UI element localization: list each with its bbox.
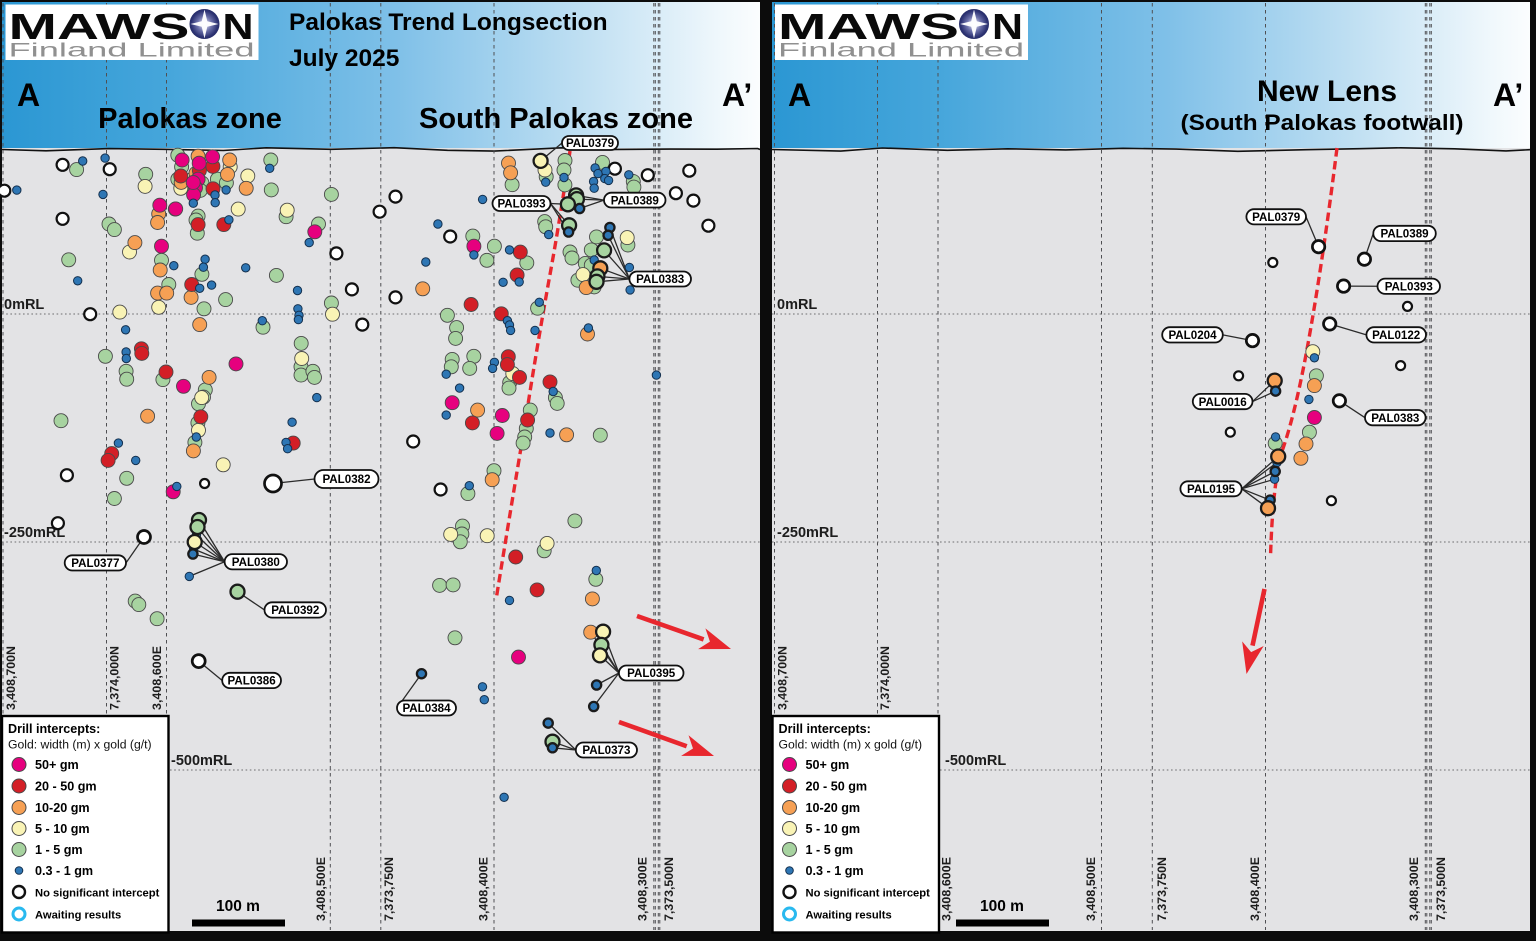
svg-text:10-20 gm: 10-20 gm bbox=[35, 801, 90, 815]
svg-text:PAL0373: PAL0373 bbox=[582, 744, 631, 757]
svg-text:20 - 50 gm: 20 - 50 gm bbox=[35, 780, 97, 794]
svg-text:PAL0377: PAL0377 bbox=[71, 557, 119, 570]
svg-text:100 m: 100 m bbox=[216, 898, 260, 915]
svg-text:No significant intercept: No significant intercept bbox=[806, 888, 931, 900]
svg-text:July 2025: July 2025 bbox=[289, 45, 399, 72]
svg-text:Palokas zone: Palokas zone bbox=[98, 103, 282, 135]
svg-text:0mRL: 0mRL bbox=[777, 297, 817, 313]
svg-text:PAL0380: PAL0380 bbox=[232, 556, 280, 569]
svg-text:PAL0393: PAL0393 bbox=[497, 198, 546, 211]
svg-text:7,374,000N: 7,374,000N bbox=[878, 646, 892, 710]
svg-text:-500mRL: -500mRL bbox=[945, 753, 1006, 769]
svg-text:0.3 - 1 gm: 0.3 - 1 gm bbox=[35, 864, 93, 878]
svg-text:50+ gm: 50+ gm bbox=[806, 758, 850, 772]
svg-text:Drill intercepts:: Drill intercepts: bbox=[779, 722, 871, 736]
svg-text:PAL0204: PAL0204 bbox=[1168, 329, 1217, 342]
svg-text:Awaiting results: Awaiting results bbox=[806, 910, 892, 922]
svg-text:5 - 10 gm: 5 - 10 gm bbox=[806, 822, 861, 836]
svg-text:0.3 - 1 gm: 0.3 - 1 gm bbox=[806, 864, 864, 878]
svg-text:3,408,500E: 3,408,500E bbox=[1084, 857, 1098, 921]
svg-text:South Palokas zone: South Palokas zone bbox=[419, 103, 693, 135]
svg-text:PAL0389: PAL0389 bbox=[611, 194, 660, 207]
svg-text:3,408,400E: 3,408,400E bbox=[1248, 857, 1262, 921]
svg-text:A: A bbox=[17, 77, 40, 113]
svg-text:3,408,300E: 3,408,300E bbox=[1407, 857, 1421, 921]
svg-text:7,373,750N: 7,373,750N bbox=[1155, 857, 1169, 921]
svg-text:PAL0016: PAL0016 bbox=[1199, 396, 1248, 409]
svg-text:PAL0392: PAL0392 bbox=[271, 604, 319, 617]
svg-text:10-20 gm: 10-20 gm bbox=[806, 801, 861, 815]
svg-text:A’: A’ bbox=[722, 77, 752, 113]
svg-text:A’: A’ bbox=[1493, 77, 1523, 113]
svg-text:PAL0386: PAL0386 bbox=[228, 675, 277, 688]
svg-text:7,373,750N: 7,373,750N bbox=[382, 857, 396, 921]
svg-text:Finland Limited: Finland Limited bbox=[778, 41, 1024, 62]
svg-text:3,408,300E: 3,408,300E bbox=[636, 857, 650, 921]
svg-text:Drill intercepts:: Drill intercepts: bbox=[8, 722, 100, 736]
svg-text:PAL0382: PAL0382 bbox=[322, 473, 370, 486]
svg-text:Palokas Trend Longsection: Palokas Trend Longsection bbox=[289, 9, 608, 36]
svg-text:New Lens: New Lens bbox=[1257, 75, 1397, 108]
svg-text:7,373,500N: 7,373,500N bbox=[1434, 857, 1448, 921]
svg-text:PAL0384: PAL0384 bbox=[402, 702, 451, 715]
svg-text:50+ gm: 50+ gm bbox=[35, 758, 79, 772]
svg-text:PAL0383: PAL0383 bbox=[1371, 412, 1420, 425]
svg-text:1 - 5 gm: 1 - 5 gm bbox=[35, 843, 83, 857]
svg-text:7,373,500N: 7,373,500N bbox=[662, 857, 676, 921]
svg-text:Gold: width (m) x gold (g/t): Gold: width (m) x gold (g/t) bbox=[779, 738, 923, 752]
svg-text:0mRL: 0mRL bbox=[4, 297, 44, 313]
svg-text:PAL0379: PAL0379 bbox=[1252, 211, 1301, 224]
svg-text:-250mRL: -250mRL bbox=[777, 525, 838, 541]
svg-text:-500mRL: -500mRL bbox=[171, 753, 232, 769]
svg-text:3,408,600E: 3,408,600E bbox=[940, 857, 954, 921]
svg-text:3,408,500E: 3,408,500E bbox=[314, 857, 328, 921]
svg-text:PAL0195: PAL0195 bbox=[1187, 483, 1236, 496]
svg-text:PAL0122: PAL0122 bbox=[1372, 329, 1420, 342]
svg-text:PAL0393: PAL0393 bbox=[1385, 280, 1434, 293]
svg-text:Finland Limited: Finland Limited bbox=[9, 41, 255, 62]
svg-text:20 - 50 gm: 20 - 50 gm bbox=[806, 780, 868, 794]
svg-text:3,408,600E: 3,408,600E bbox=[150, 646, 164, 710]
svg-text:PAL0379: PAL0379 bbox=[566, 137, 615, 150]
svg-text:5 - 10 gm: 5 - 10 gm bbox=[35, 822, 90, 836]
svg-text:3,408,700N: 3,408,700N bbox=[4, 646, 18, 710]
svg-text:PAL0389: PAL0389 bbox=[1380, 228, 1429, 241]
svg-text:PAL0383: PAL0383 bbox=[636, 273, 685, 286]
svg-text:100 m: 100 m bbox=[980, 898, 1024, 915]
svg-text:Gold: width (m) x gold (g/t): Gold: width (m) x gold (g/t) bbox=[8, 738, 152, 752]
svg-text:(South Palokas footwall): (South Palokas footwall) bbox=[1181, 110, 1464, 135]
svg-text:3,408,700N: 3,408,700N bbox=[776, 646, 790, 710]
svg-text:Awaiting results: Awaiting results bbox=[35, 910, 121, 922]
svg-text:PAL0395: PAL0395 bbox=[627, 667, 676, 680]
svg-text:7,374,000N: 7,374,000N bbox=[108, 646, 122, 710]
svg-text:3,408,400E: 3,408,400E bbox=[477, 857, 491, 921]
svg-text:A: A bbox=[788, 77, 811, 113]
svg-text:No significant intercept: No significant intercept bbox=[35, 888, 160, 900]
svg-text:1 - 5 gm: 1 - 5 gm bbox=[806, 843, 854, 857]
